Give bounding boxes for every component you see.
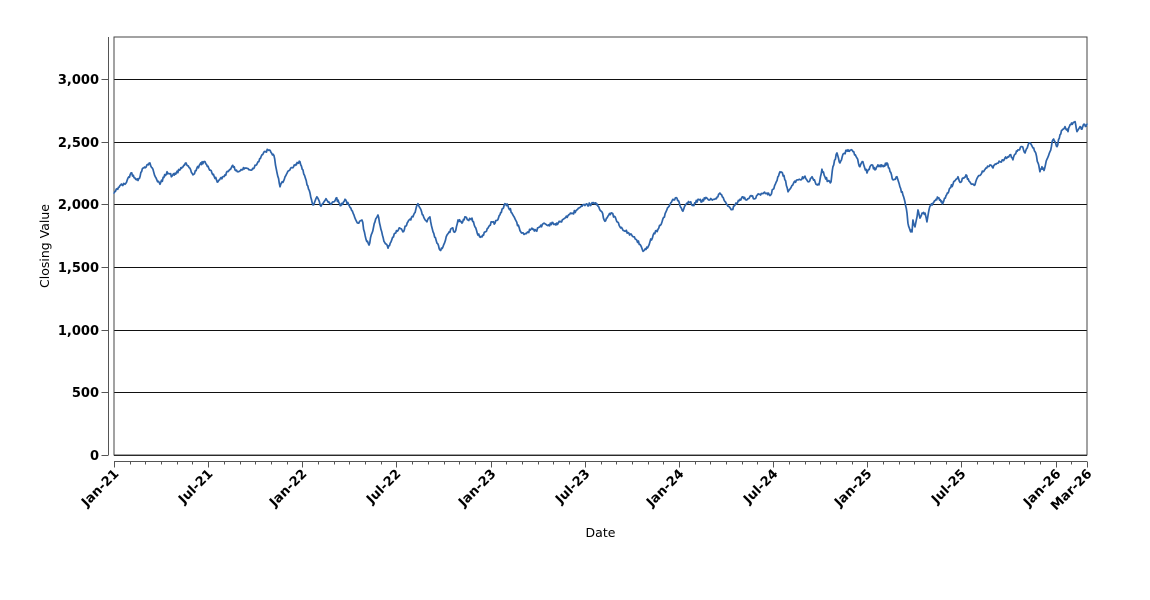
y-tick-label: 1,000 bbox=[58, 324, 99, 339]
x-tick-label: Jul-23 bbox=[552, 467, 593, 508]
y-axis-title: Closing Value bbox=[37, 204, 52, 288]
x-tick-label: Jul-24 bbox=[740, 467, 781, 508]
tick-marks bbox=[101, 79, 1088, 468]
axes bbox=[108, 37, 1087, 462]
plot-border bbox=[113, 36, 1088, 456]
y-tick-label: 2,500 bbox=[58, 136, 99, 151]
x-tick-label: Jul-25 bbox=[928, 467, 969, 508]
x-tick-label: Jul-21 bbox=[175, 467, 216, 508]
x-axis-title: Date bbox=[586, 525, 616, 540]
y-tick-label: 3,000 bbox=[58, 73, 99, 88]
y-tick-label: 1,500 bbox=[58, 261, 99, 276]
horizontal-gridlines bbox=[114, 79, 1087, 456]
x-tick-label: Jan-21 bbox=[78, 467, 122, 511]
x-tick-label: Jan-23 bbox=[455, 467, 499, 511]
closing-value-series-path bbox=[113, 120, 1088, 253]
series-line bbox=[113, 120, 1088, 253]
x-tick-label: Jul-22 bbox=[363, 467, 404, 508]
x-tick-label: Jan-22 bbox=[266, 467, 310, 511]
tick-labels: 0 500 1,000 1,500 2,000 2,500 3,000 Jan-21 Jul-2… bbox=[58, 73, 1095, 514]
x-tick-label: Jan-24 bbox=[643, 467, 687, 511]
y-tick-label: 0 bbox=[90, 449, 99, 464]
y-tick-label: 2,000 bbox=[58, 198, 99, 213]
x-tick-label: Jan-25 bbox=[831, 467, 875, 511]
y-tick-label: 500 bbox=[72, 386, 99, 401]
